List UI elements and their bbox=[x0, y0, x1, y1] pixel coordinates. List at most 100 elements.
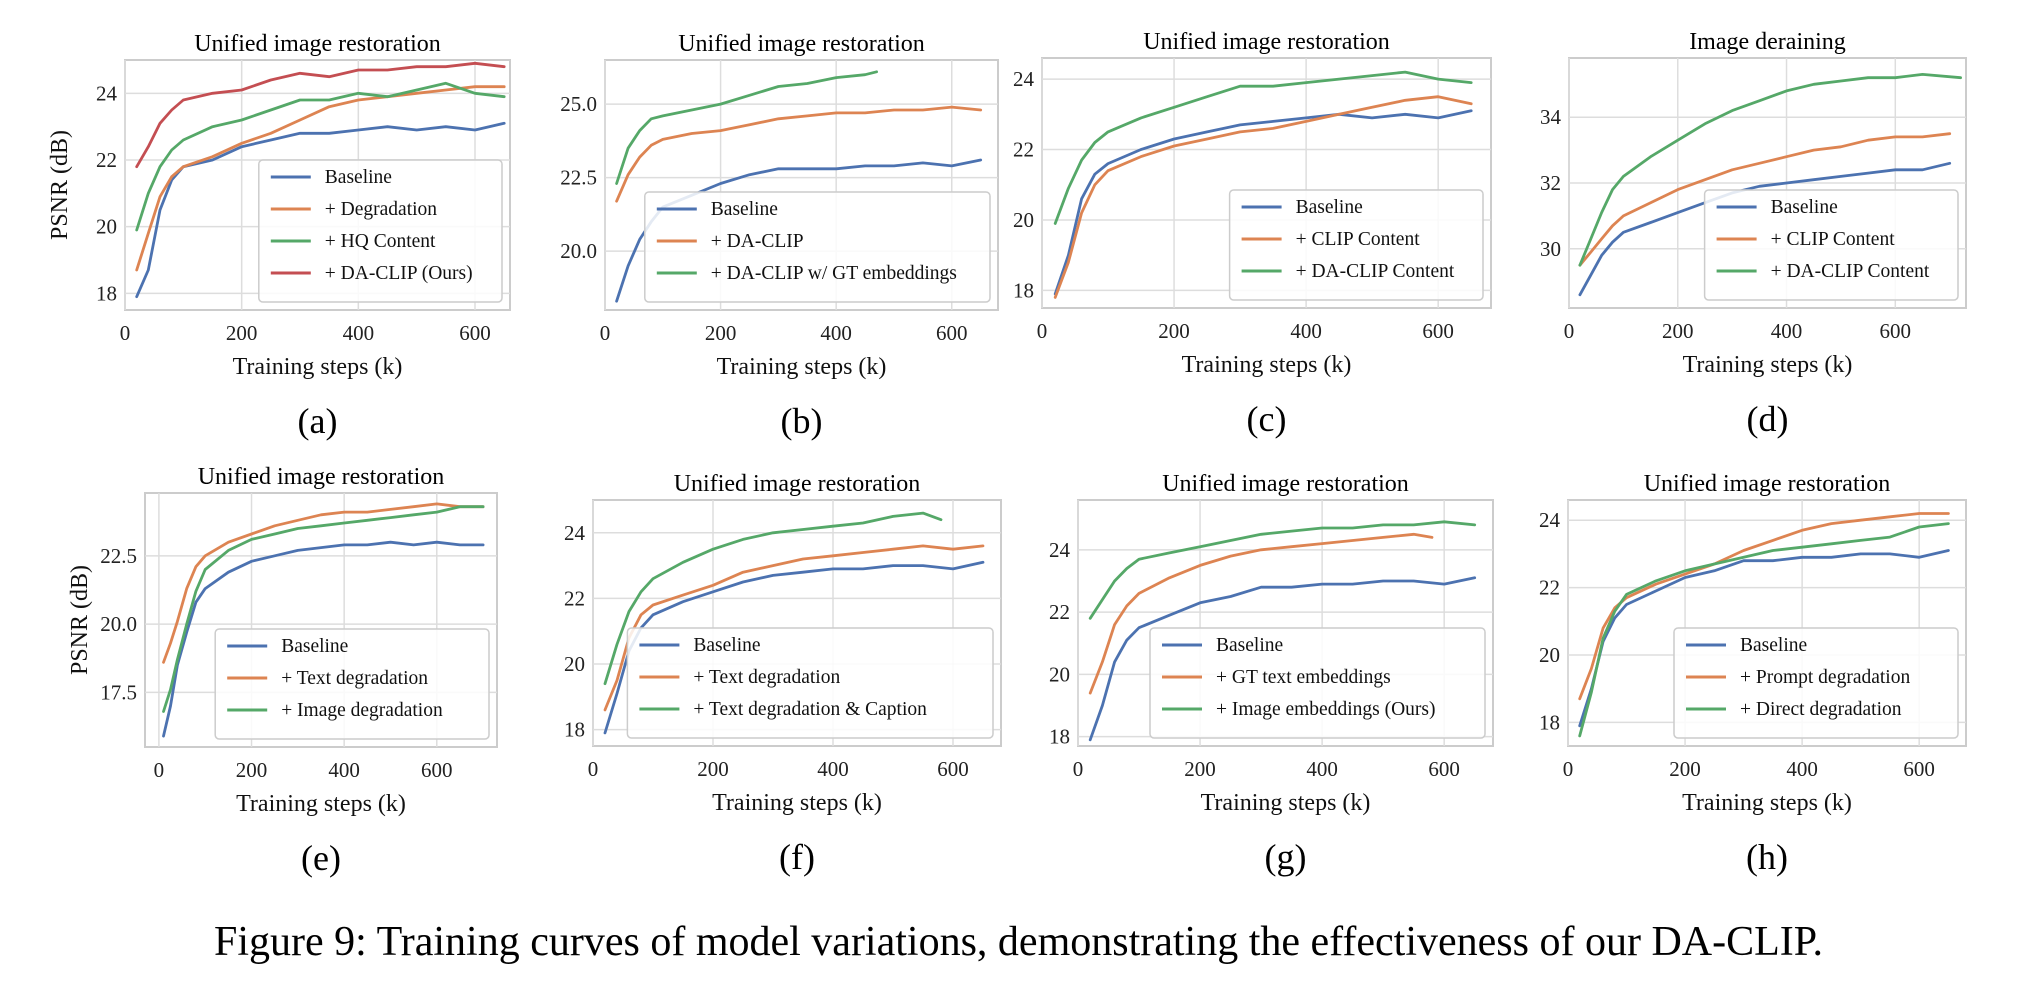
series-line-da-clip-ours bbox=[135, 61, 506, 169]
legend-entry: Baseline bbox=[1740, 635, 1807, 656]
x-axis-label: Training steps (k) bbox=[717, 354, 887, 380]
y-tick-label: 22.5 bbox=[560, 166, 597, 190]
x-tick-label: 200 bbox=[697, 757, 729, 781]
x-tick-label: 600 bbox=[937, 757, 969, 781]
legend-box bbox=[1149, 627, 1486, 739]
x-tick-label: 200 bbox=[705, 321, 737, 345]
x-tick-label: 400 bbox=[1786, 757, 1818, 781]
y-tick-label: 24 bbox=[1539, 508, 1561, 532]
legend-entry: + DA-CLIP w/ GT embeddings bbox=[711, 263, 957, 284]
legend-entry: + Degradation bbox=[325, 199, 437, 220]
x-tick-label: 200 bbox=[1662, 319, 1694, 343]
legend: Baseline + GT text embeddings + Image embe… bbox=[1149, 627, 1486, 739]
panel-label: (c) bbox=[1247, 399, 1287, 439]
legend-box bbox=[626, 627, 994, 739]
legend-entry: + Prompt degradation bbox=[1740, 667, 1910, 688]
x-tick-label: 600 bbox=[936, 321, 968, 345]
y-tick-label: 17.5 bbox=[100, 680, 137, 704]
legend-entry: + Image degradation bbox=[281, 700, 443, 721]
y-tick-label: 20 bbox=[96, 215, 117, 239]
legend-entry: Baseline bbox=[693, 635, 760, 656]
x-tick-label: 200 bbox=[226, 321, 258, 345]
legend: Baseline + DA-CLIP + DA-CLIP w/ GT embeddi… bbox=[644, 191, 991, 303]
y-tick-label: 20.0 bbox=[560, 239, 597, 263]
legend-entry: + GT text embeddings bbox=[1216, 667, 1391, 688]
panel-label: (d) bbox=[1747, 399, 1789, 439]
panel-label: (h) bbox=[1746, 837, 1788, 877]
x-tick-label: 400 bbox=[817, 757, 849, 781]
x-tick-label: 0 bbox=[1563, 757, 1574, 781]
panel-label: (a) bbox=[298, 401, 338, 441]
x-tick-label: 600 bbox=[1422, 319, 1454, 343]
x-tick-label: 0 bbox=[588, 757, 599, 781]
y-tick-label: 20 bbox=[1539, 643, 1560, 667]
y-tick-label: 22 bbox=[96, 148, 117, 172]
legend-entry: + DA-CLIP Content bbox=[1771, 261, 1930, 282]
y-axis-label: PSNR (dB) bbox=[47, 130, 73, 240]
y-tick-label: 22 bbox=[1049, 600, 1070, 624]
legend-entry: + DA-CLIP Content bbox=[1296, 261, 1455, 282]
x-axis-label: Training steps (k) bbox=[712, 790, 882, 816]
series-line-baseline bbox=[1088, 576, 1477, 742]
series-line-clip-content bbox=[1053, 95, 1473, 299]
legend-entry: + HQ Content bbox=[325, 231, 436, 252]
chart-panel-h: 0 200 400 600 18 20 22 24 Baseline + Prompt degra… bbox=[1539, 471, 1967, 877]
y-tick-label: 32 bbox=[1540, 171, 1561, 195]
legend: Baseline + Prompt degradation + Direct deg… bbox=[1673, 627, 1959, 739]
chart-title: Image deraining bbox=[1689, 29, 1846, 55]
legend-entry: + Text degradation bbox=[693, 667, 840, 688]
x-tick-label: 400 bbox=[343, 321, 375, 345]
y-tick-label: 22 bbox=[1013, 138, 1034, 162]
y-tick-label: 18 bbox=[1049, 725, 1070, 749]
x-axis-label: Training steps (k) bbox=[1201, 790, 1371, 816]
legend-box bbox=[258, 159, 503, 303]
chart-title: Unified image restoration bbox=[194, 31, 441, 57]
y-tick-label: 25.0 bbox=[560, 92, 597, 116]
x-axis-label: Training steps (k) bbox=[236, 791, 406, 817]
chart-panel-c: 0 200 400 600 18 20 22 24 Baseline + CLIP Content… bbox=[1013, 29, 1492, 439]
y-tick-label: 18 bbox=[1013, 278, 1034, 302]
legend-box bbox=[1673, 627, 1959, 739]
series-line-text-degradation bbox=[603, 544, 985, 712]
chart-panel-g: 0 200 400 600 18 20 22 24 Baseline + GT text embe… bbox=[1049, 471, 1494, 877]
series-line-image-degradation bbox=[162, 505, 485, 713]
chart-title: Unified image restoration bbox=[198, 464, 445, 490]
x-tick-label: 400 bbox=[1771, 319, 1803, 343]
series-line-text-degradation-caption bbox=[603, 511, 943, 686]
panel-label: (g) bbox=[1265, 837, 1307, 877]
x-tick-label: 0 bbox=[1037, 319, 1048, 343]
y-axis-label: PSNR (dB) bbox=[67, 565, 93, 675]
x-tick-label: 600 bbox=[459, 321, 491, 345]
x-tick-label: 0 bbox=[154, 758, 165, 782]
legend-entry: Baseline bbox=[1771, 197, 1838, 218]
series-line-baseline bbox=[162, 540, 485, 738]
x-tick-label: 600 bbox=[1428, 757, 1460, 781]
series-line-baseline bbox=[135, 121, 506, 299]
legend-entry: Baseline bbox=[1296, 197, 1363, 218]
y-tick-label: 22.5 bbox=[100, 544, 137, 568]
x-tick-label: 600 bbox=[421, 758, 453, 782]
x-tick-label: 400 bbox=[820, 321, 852, 345]
legend-entry: + Text degradation bbox=[281, 668, 428, 689]
y-tick-label: 30 bbox=[1540, 237, 1561, 261]
x-tick-label: 400 bbox=[1290, 319, 1322, 343]
chart-panel-d: 0 200 400 600 30 32 34 Baseline + CLIP Content + … bbox=[1540, 29, 1967, 439]
series-line-text-degradation bbox=[162, 502, 485, 664]
series-line-direct-degradation bbox=[1578, 522, 1950, 738]
legend-box bbox=[1228, 189, 1484, 301]
chart-panel-a: 0 200 400 600 18 20 22 24 Baseline + Degradation +… bbox=[47, 31, 511, 441]
series-line-da-clip-content bbox=[1053, 70, 1473, 225]
series-line-da-clip bbox=[615, 105, 983, 203]
legend-box bbox=[214, 628, 490, 740]
x-tick-label: 0 bbox=[1564, 319, 1575, 343]
series-line-clip-content bbox=[1578, 132, 1952, 267]
chart-title: Unified image restoration bbox=[1162, 471, 1409, 497]
legend-box bbox=[644, 191, 991, 303]
series-line-degradation bbox=[135, 85, 506, 272]
x-tick-label: 200 bbox=[236, 758, 268, 782]
legend: Baseline + Degradation + HQ Content + DA-CL… bbox=[258, 159, 503, 303]
figure-caption: Figure 9: Training curves of model varia… bbox=[214, 919, 1823, 965]
y-tick-label: 20 bbox=[1049, 662, 1070, 686]
chart-panel-f: 0 200 400 600 18 20 22 24 Baseline + Text degrada… bbox=[564, 471, 1002, 877]
chart-title: Unified image restoration bbox=[1143, 29, 1390, 55]
